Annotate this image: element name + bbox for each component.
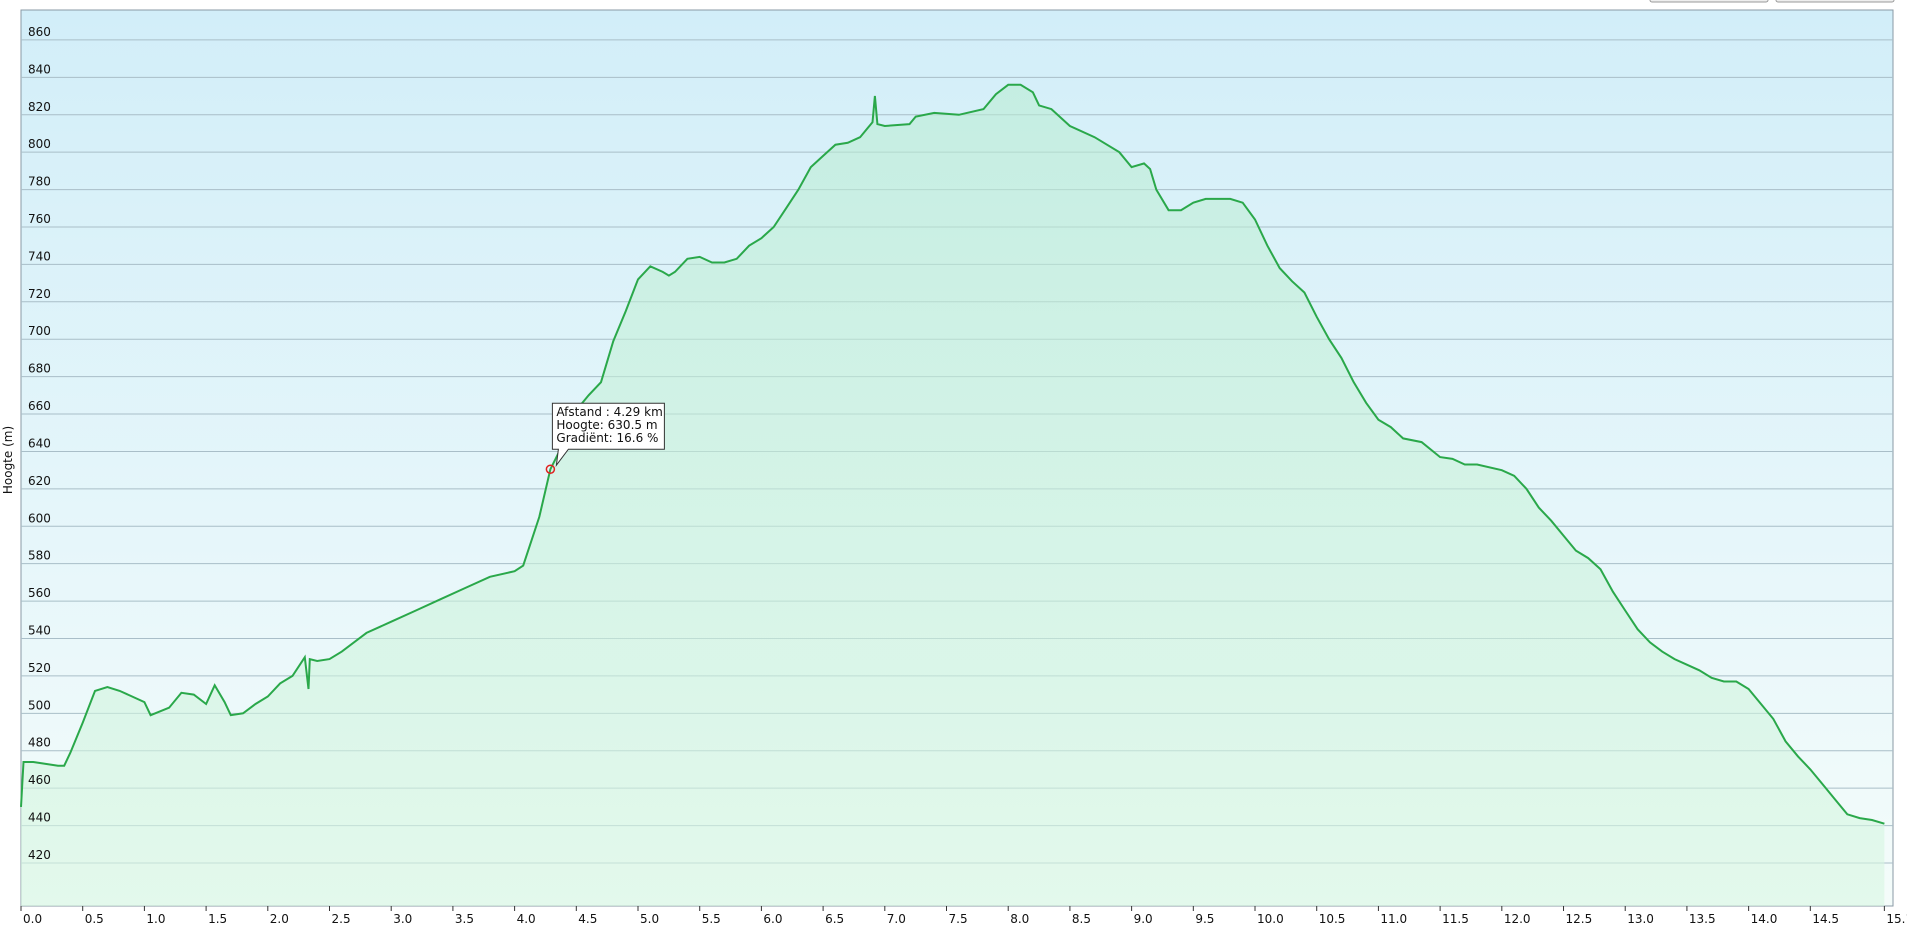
x-tick-label: 2.0 <box>270 912 289 926</box>
x-tick-label: 14.0 <box>1751 912 1778 926</box>
y-tick-label: 480 <box>28 736 51 750</box>
x-tick-label: 9.5 <box>1195 912 1214 926</box>
y-tick-label: 820 <box>28 100 51 114</box>
x-tick-label: 14.5 <box>1812 912 1839 926</box>
y-tick-label: 520 <box>28 661 51 675</box>
x-tick-label: 11.0 <box>1380 912 1407 926</box>
x-tick-label: 0.0 <box>23 912 42 926</box>
x-tick-label: 1.0 <box>146 912 165 926</box>
x-tick-label: 12.0 <box>1504 912 1531 926</box>
x-tick-label: 4.5 <box>578 912 597 926</box>
x-tick-label: 9.0 <box>1134 912 1153 926</box>
x-tick-label: 3.5 <box>455 912 474 926</box>
y-tick-label: 860 <box>28 25 51 39</box>
x-tick-label: 13.5 <box>1689 912 1716 926</box>
elevation-line <box>20 83 1885 825</box>
y-tick-label: 740 <box>28 249 51 263</box>
y-tick-label: 620 <box>28 474 51 488</box>
y-tick-label: 660 <box>28 399 51 413</box>
toolbar-button[interactable] <box>1775 0 1895 3</box>
y-tick-label: 420 <box>28 848 51 862</box>
x-tick-label: 13.0 <box>1627 912 1654 926</box>
area-fill <box>21 84 1885 907</box>
x-tick-label: 15.1 <box>1886 912 1907 926</box>
y-tick-label: 640 <box>28 436 51 450</box>
tooltip-text: Afstand : 4.29 km <box>556 405 662 419</box>
y-tick-label: 440 <box>28 811 51 825</box>
y-tick-label: 580 <box>28 549 51 563</box>
x-tick-label: 1.5 <box>208 912 227 926</box>
x-tick-label: 10.0 <box>1257 912 1284 926</box>
x-tick-label: 10.5 <box>1319 912 1346 926</box>
y-tick-label: 540 <box>28 624 51 638</box>
x-tick-label: 5.5 <box>702 912 721 926</box>
tooltip-text: Gradiënt: 16.6 % <box>556 431 658 445</box>
y-tick-label: 680 <box>28 362 51 376</box>
y-tick-label: 800 <box>28 137 51 151</box>
y-tick-label: 720 <box>28 287 51 301</box>
y-tick-label: 840 <box>28 62 51 76</box>
y-tick-label: 760 <box>28 212 51 226</box>
x-tick-label: 8.0 <box>1010 912 1029 926</box>
y-axis-label: Hoogte (m) <box>1 426 15 494</box>
x-tick-label: 12.5 <box>1566 912 1593 926</box>
x-tick-label: 8.5 <box>1072 912 1091 926</box>
y-tick-label: 560 <box>28 586 51 600</box>
x-tick-label: 0.5 <box>85 912 104 926</box>
x-tick-label: 5.0 <box>640 912 659 926</box>
x-tick-label: 11.5 <box>1442 912 1469 926</box>
y-tick-label: 700 <box>28 324 51 338</box>
y-tick-label: 780 <box>28 175 51 189</box>
y-tick-label: 460 <box>28 773 51 787</box>
x-tick-label: 7.5 <box>949 912 968 926</box>
x-tick-label: 4.0 <box>517 912 536 926</box>
highlight-point <box>545 464 556 474</box>
x-tick-label: 2.5 <box>332 912 351 926</box>
x-tick-label: 3.0 <box>393 912 412 926</box>
x-tick-label: 6.5 <box>825 912 844 926</box>
x-tick-label: 6.0 <box>763 912 782 926</box>
y-tick-label: 600 <box>28 511 51 525</box>
tooltip-box <box>551 402 665 468</box>
toolbar-button[interactable] <box>1649 0 1769 3</box>
tooltip-text: Hoogte: 630.5 m <box>556 418 657 432</box>
y-tick-label: 500 <box>28 698 51 712</box>
x-tick-label: 7.0 <box>887 912 906 926</box>
